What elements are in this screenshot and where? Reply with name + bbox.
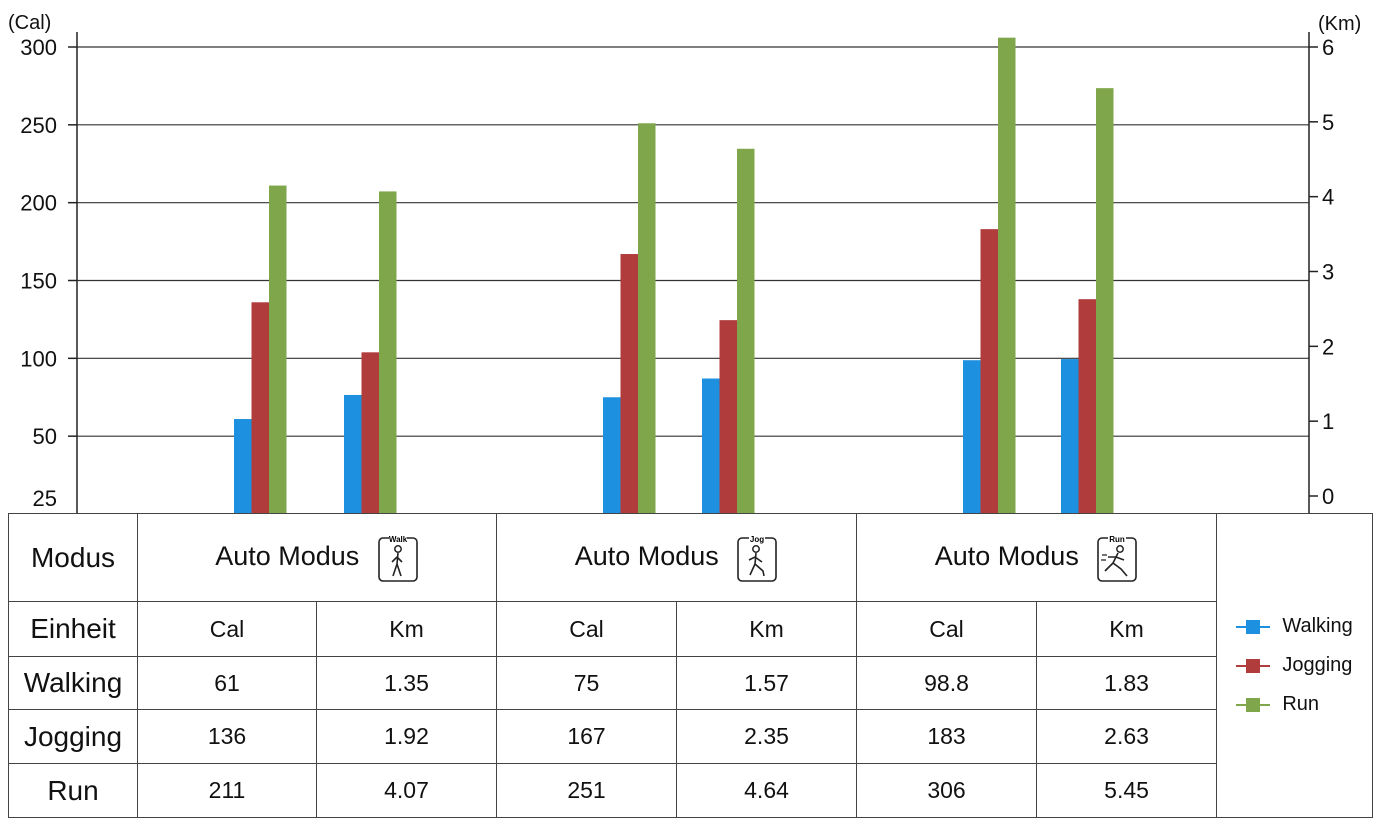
data-table: Modus Auto Modus Walk Auto Modus Jog: [8, 513, 1374, 818]
legend-item-run: Run: [1236, 685, 1352, 724]
mode-header-jog: Auto Modus Jog: [496, 513, 858, 602]
table-row-walking: Walking 61 1.35 75 1.57 98.8 1.83: [8, 656, 1373, 710]
bar-run-cal: [998, 37, 1016, 514]
table-cell: 98.8: [856, 656, 1038, 710]
table-cell: 2.63: [1036, 709, 1218, 764]
legend-label-run: Run: [1282, 693, 1320, 715]
legend-marker-run: [1236, 697, 1271, 712]
bar-walking-km: [702, 378, 720, 514]
legend-marker-jogging: [1236, 658, 1271, 673]
unit-row: Einheit Cal Km Cal Km Cal Km: [8, 601, 1373, 657]
unit-cal: Cal: [496, 601, 678, 657]
jog-icon-label: Jog: [750, 535, 764, 544]
jog-icon: Jog: [736, 533, 778, 583]
unit-cal: Cal: [137, 601, 317, 657]
bar-walking-cal: [963, 360, 981, 514]
table-cell: 1.92: [315, 709, 498, 764]
left-tick-label: 150: [20, 269, 57, 294]
table-row-run: Run 211 4.07 251 4.64 306 5.45: [8, 763, 1373, 818]
table-cell: 1.35: [315, 656, 498, 710]
table-cell: 61: [137, 656, 317, 710]
bar-jogging-km: [361, 352, 379, 514]
left-tick-label: 250: [20, 113, 57, 138]
run-icon-label: Run: [1110, 535, 1126, 544]
table-cell: 4.07: [315, 763, 498, 818]
legend-item-jogging: Jogging: [1236, 646, 1352, 685]
bar-run-cal: [269, 185, 287, 514]
table-cell: 1.57: [676, 656, 858, 710]
unit-km: Km: [676, 601, 858, 657]
bar-walking-km: [344, 394, 362, 514]
right-tick-label: 1: [1322, 409, 1334, 434]
bar-run-km: [1096, 88, 1114, 515]
right-tick-label: 6: [1322, 35, 1334, 60]
right-tick-label: 0: [1322, 484, 1334, 509]
bar-run-cal: [638, 123, 656, 514]
row-label-run: Run: [8, 763, 138, 818]
mode-header-run: Auto Modus Run: [856, 513, 1218, 602]
bar-chart: 25 50 100 150 200 250 300(Cal) 0 1 2 3 4 5 6(Km): [8, 12, 1361, 515]
table-cell: 211: [137, 763, 317, 818]
left-tick-label: 25: [33, 486, 57, 511]
mode-label: Auto Modus: [574, 540, 719, 571]
row-label-jogging: Jogging: [8, 709, 138, 764]
legend-marker-walking: [1236, 619, 1271, 634]
legend-cell: Walking Jogging Run: [1216, 513, 1374, 818]
table-cell: 2.35: [676, 709, 858, 764]
axes: 25 50 100 150 200 250 300(Cal) 0 1 2 3 4 5 6(Km): [8, 12, 1361, 514]
table-row-jogging: Jogging 136 1.92 167 2.35 183 2.63: [8, 709, 1373, 764]
bar-walking-cal: [234, 419, 252, 514]
table-cell: 167: [496, 709, 678, 764]
unit-km: Km: [1036, 601, 1218, 657]
bar-jogging-cal: [620, 254, 638, 514]
right-tick-label: 3: [1322, 260, 1334, 285]
run-icon: Run: [1096, 533, 1138, 583]
unit-km: Km: [315, 601, 498, 657]
left-axis-label: (Cal): [8, 12, 51, 34]
table-cell: 75: [496, 656, 678, 710]
left-tick-label: 50: [33, 424, 57, 449]
bars: [234, 37, 1114, 515]
unit-cal: Cal: [856, 601, 1038, 657]
bar-jogging-cal: [251, 302, 269, 514]
right-tick-label: 2: [1322, 334, 1334, 359]
table-cell: 5.45: [1036, 763, 1218, 818]
left-tick-label: 300: [20, 35, 57, 60]
bar-jogging-km: [719, 320, 737, 514]
legend-item-walking: Walking: [1236, 607, 1353, 646]
left-tick-label: 100: [20, 346, 57, 371]
right-tick-label: 5: [1322, 110, 1334, 135]
walk-icon: Walk: [377, 533, 419, 583]
walk-icon-label: Walk: [389, 535, 408, 544]
legend-label-walking: Walking: [1282, 615, 1353, 637]
right-tick-label: 4: [1322, 185, 1334, 210]
left-tick-label: 200: [20, 191, 57, 216]
table-cell: 306: [856, 763, 1038, 818]
table-cell: 4.64: [676, 763, 858, 818]
right-axis-label: (Km): [1318, 13, 1361, 35]
mode-label: Auto Modus: [934, 540, 1079, 571]
bar-walking-cal: [603, 397, 621, 514]
bar-run-km: [737, 148, 755, 515]
mode-row: Modus Auto Modus Walk Auto Modus Jog: [8, 513, 1374, 818]
table-cell: 136: [137, 709, 317, 764]
mode-header-walk: Auto Modus Walk: [136, 513, 498, 602]
table-cell: 251: [496, 763, 678, 818]
bar-jogging-cal: [980, 229, 998, 514]
row-label-mode: Modus: [8, 513, 138, 602]
bar-run-km: [379, 191, 397, 514]
legend: Walking Jogging Run: [1236, 607, 1353, 724]
mode-label: Auto Modus: [215, 540, 360, 571]
table-cell: 1.83: [1036, 656, 1218, 710]
row-label-unit: Einheit: [8, 601, 138, 657]
legend-label-jogging: Jogging: [1282, 654, 1353, 676]
row-label-walking: Walking: [8, 656, 138, 710]
table-cell: 183: [856, 709, 1038, 764]
bar-walking-km: [1061, 359, 1079, 514]
bar-jogging-km: [1078, 299, 1096, 514]
